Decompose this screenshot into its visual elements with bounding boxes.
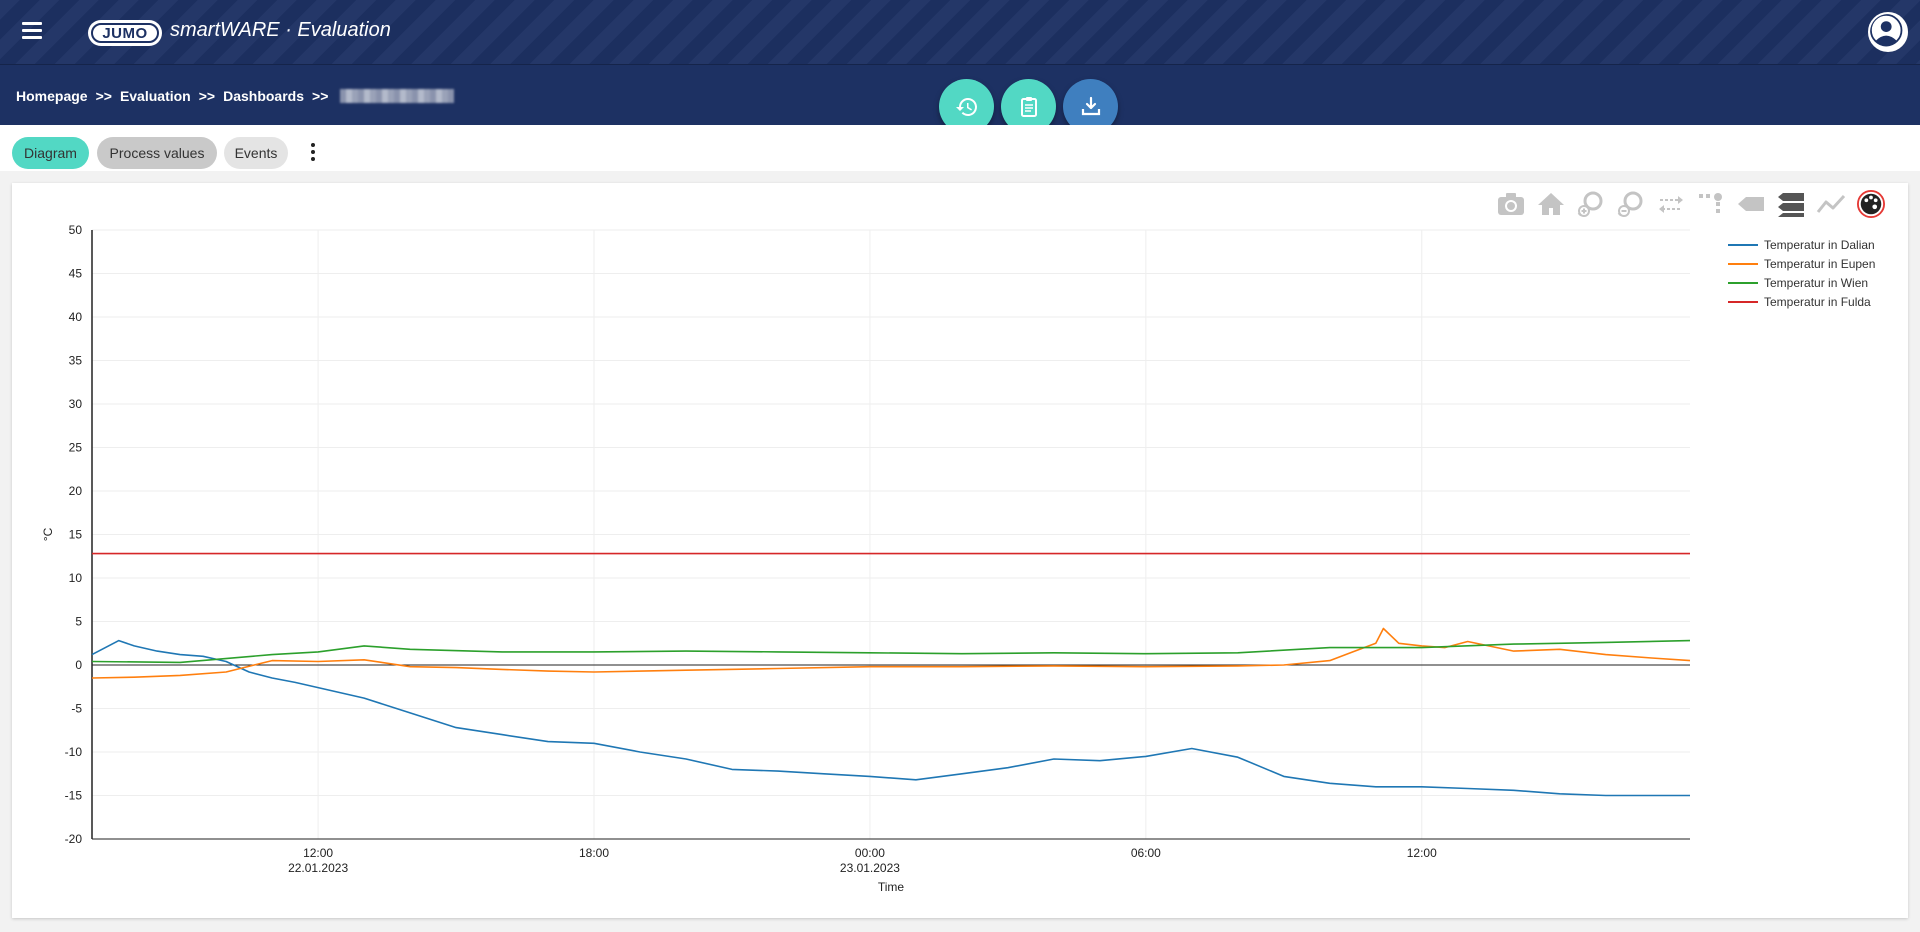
legend-swatch [1728,300,1758,303]
x-tick-label: 06:00 [1131,846,1161,860]
logo-text: JUMO [91,23,159,43]
y-tick-label: 40 [69,310,83,324]
palette-icon[interactable] [1854,187,1888,221]
chart-legend: Temperatur in Dalian Temperatur in Eupen T… [1728,235,1875,311]
jumo-logo: JUMO [88,20,162,46]
y-tick-label: 35 [69,354,83,368]
breadcrumb-current-redacted [340,89,455,103]
more-options-icon[interactable] [308,143,318,165]
tab-process-values[interactable]: Process values [97,137,217,169]
x-tick-date-label: 22.01.2023 [288,861,348,875]
legend-label: Temperatur in Dalian [1764,237,1875,252]
series-line-temperatur-in-dalian [91,639,1690,797]
legend-label: Temperatur in Wien [1764,275,1869,290]
x-tick-label: 12:00 [1407,846,1437,860]
pan-icon[interactable] [1654,187,1688,221]
app-name: smartWARE · Evaluation [170,19,391,41]
x-tick-date-label: 23.01.2023 [840,861,900,875]
spike-lines-icon[interactable] [1814,187,1848,221]
y-tick-label: -10 [65,745,83,759]
legend-item-temperatur-in-eupen[interactable]: Temperatur in Eupen [1728,254,1875,273]
x-tick-label: 18:00 [579,846,609,860]
hamburger-icon[interactable] [22,22,48,44]
legend-item-temperatur-in-dalian[interactable]: Temperatur in Dalian [1728,235,1875,254]
y-tick-label: 45 [69,267,83,281]
download-icon [1081,96,1100,115]
hover-compare-icon[interactable] [1774,187,1808,221]
x-tick-label: 00:00 [855,846,885,860]
download-button[interactable] [1063,79,1118,134]
line-chart[interactable]: 50454035302520151050-5-10-15-2012:0022.0… [12,183,1712,918]
user-avatar-icon[interactable] [1868,12,1908,52]
y-tick-label: 10 [69,571,83,585]
zoom-out-icon[interactable] [1614,187,1648,221]
y-tick-label: 0 [75,658,82,672]
y-tick-label: 50 [69,223,83,237]
y-tick-label: 5 [75,615,82,629]
legend-item-temperatur-in-wien[interactable]: Temperatur in Wien [1728,273,1875,292]
breadcrumb-homepage[interactable]: Homepage [16,88,88,104]
chart-toolbar [1494,187,1888,221]
home-icon[interactable] [1534,187,1568,221]
select-icon[interactable] [1694,187,1728,221]
breadcrumb-separator: >> [312,88,329,104]
y-tick-label: 15 [69,528,83,542]
y-tick-label: 20 [69,484,83,498]
breadcrumb-separator: >> [198,88,216,104]
y-tick-label: -15 [65,789,83,803]
legend-label: Temperatur in Fulda [1764,294,1871,309]
legend-item-temperatur-in-fulda[interactable]: Temperatur in Fulda [1728,292,1875,311]
series-line-temperatur-in-wien [91,639,1691,664]
breadcrumb-evaluation[interactable]: Evaluation [119,88,191,104]
legend-swatch [1728,281,1758,284]
x-tick-label: 12:00 [303,846,333,860]
legend-label: Temperatur in Eupen [1764,256,1876,271]
clipboard-icon [1020,96,1037,117]
tab-diagram[interactable]: Diagram [12,137,89,169]
tab-events[interactable]: Events [224,137,288,169]
clipboard-button[interactable] [1001,79,1056,134]
chart-card: 50 45 40 35 30 25 20 15 10 5 0 -5 -10 -15 -20 12:00 22.0… [12,183,1908,918]
history-icon [955,97,977,116]
breadcrumb: Homepage >> Evaluation >> Dashboards >> [16,88,455,104]
app-header: JUMO smartWARE · Evaluation [0,0,1920,65]
legend-swatch [1728,243,1758,246]
tab-row: Diagram Process values Events [0,125,1920,171]
y-tick-label: 25 [69,441,83,455]
history-button[interactable] [939,79,994,134]
y-tick-label: 30 [69,397,83,411]
y-tick-label: -5 [71,702,82,716]
breadcrumb-dashboards[interactable]: Dashboards [223,88,305,104]
zoom-in-icon[interactable] [1574,187,1608,221]
x-axis-title: Time [878,880,905,894]
legend-swatch [1728,262,1758,265]
y-tick-label: -20 [65,832,83,846]
hover-closest-icon[interactable] [1734,187,1768,221]
camera-icon[interactable] [1494,187,1528,221]
series-line-temperatur-in-eupen [91,627,1691,679]
y-axis-title: °C [41,527,55,541]
breadcrumb-separator: >> [95,88,112,104]
